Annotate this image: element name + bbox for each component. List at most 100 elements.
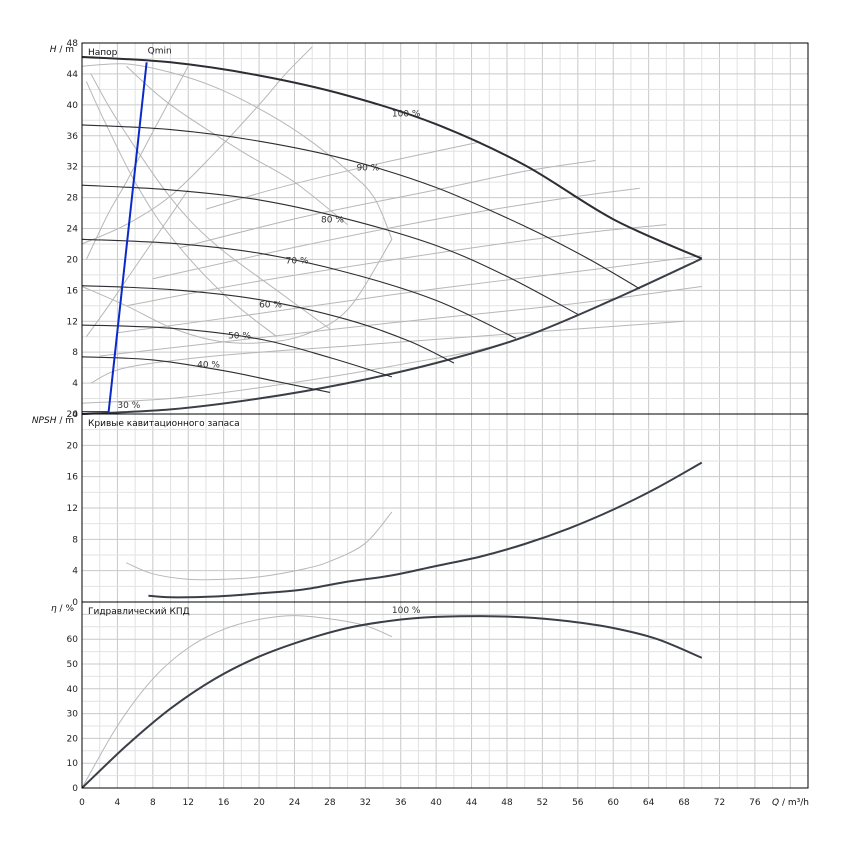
head-grey-curve: [81, 258, 703, 404]
eff-ytick-label: 50: [67, 660, 79, 670]
xtick-label: 60: [607, 798, 619, 808]
head-grey-curve: [126, 224, 667, 307]
qmin-line: [107, 62, 148, 413]
npsh-grey-curve: [126, 511, 393, 581]
head-grey-curve: [205, 141, 481, 210]
head-ytick-label: 20: [67, 255, 79, 265]
grid-lines: [81, 42, 808, 789]
npsh-panel-title: Кривые кавитационного запаса: [88, 419, 240, 429]
speed-label: 40 %: [197, 361, 220, 371]
xtick-label: 32: [360, 798, 371, 808]
npsh-ylabel-unit: / m: [56, 416, 74, 426]
efficiency-curve: [81, 615, 703, 789]
xtick-label: 8: [150, 798, 156, 808]
panel-frames: [81, 42, 809, 789]
head-ytick-label: 44: [67, 70, 79, 80]
head-grey-curve: [85, 189, 189, 337]
xtick-label: 28: [324, 798, 336, 808]
xtick-label: 40: [430, 798, 442, 808]
head-ytick-label: 40: [67, 101, 79, 111]
head-ytick-label: 36: [67, 132, 79, 142]
npsh-ylabel-var: NPSH: [32, 416, 57, 426]
npsh-ytick-label: 8: [72, 535, 78, 545]
npsh-ytick-label: 0: [72, 598, 78, 608]
npsh-ytick-label: 4: [72, 567, 78, 577]
speed-label: 50 %: [228, 331, 251, 341]
npsh-ylabel: NPSH / m: [32, 416, 74, 426]
speed-curve: [81, 324, 393, 378]
xtick-label: 52: [537, 798, 548, 808]
xtick-label: 0: [79, 798, 85, 808]
eff-ylabel-var: η: [51, 604, 57, 614]
head-ytick-label: 48: [67, 39, 79, 49]
npsh-ytick-label: 12: [67, 504, 78, 514]
eff-ytick-label: 30: [67, 710, 79, 720]
head-grey-curve: [81, 239, 393, 344]
speed-label: 90 %: [356, 164, 379, 174]
system-curve: [81, 257, 703, 415]
xtick-label: 4: [115, 798, 121, 808]
eff-ytick-label: 60: [67, 635, 79, 645]
eff-panel-title: Гидравлический КПД: [88, 607, 190, 617]
npsh-ytick-label: 20: [67, 441, 79, 451]
head-ylabel-var: H: [50, 45, 57, 55]
head-grey-curve: [81, 63, 393, 240]
npsh-ytick-label: 24: [67, 410, 79, 420]
xtick-label: 20: [253, 798, 265, 808]
speed-curve: [81, 238, 517, 339]
head-grey-curve: [90, 73, 331, 330]
head-ylabel: H / m: [50, 45, 74, 55]
head-ytick-label: 12: [67, 317, 78, 327]
speed-label: 80 %: [321, 215, 344, 225]
head-ytick-label: 4: [72, 379, 78, 389]
xtick-label: 12: [183, 798, 194, 808]
eff-frame: [81, 601, 809, 789]
xtick-label: 24: [289, 798, 301, 808]
head-grey-curve: [179, 160, 596, 249]
eff-ytick-label: 10: [67, 759, 79, 769]
head-ytick-label: 28: [67, 194, 79, 204]
xtick-label: 64: [643, 798, 655, 808]
xtick-label: 56: [572, 798, 584, 808]
head-ytick-label: 8: [72, 348, 78, 358]
head-ytick-label: 0: [72, 410, 78, 420]
head-grey-curve: [152, 187, 640, 280]
head-panel-title: Напор: [88, 48, 118, 58]
x-axis-var: Q: [772, 798, 779, 808]
efficiency-grey-curve: [81, 615, 393, 789]
head-grey-curve: [117, 255, 702, 334]
eff-ytick-label: 20: [67, 734, 79, 744]
xtick-label: 76: [749, 798, 761, 808]
xtick-label: 68: [678, 798, 690, 808]
head-grey-curve: [85, 65, 189, 260]
x-axis-label: Q / m³/h: [772, 798, 809, 808]
head-ylabel-unit: / m: [56, 45, 74, 55]
curves-layer: [81, 46, 703, 789]
xtick-label: 36: [395, 798, 407, 808]
npsh-curve: [148, 461, 703, 599]
eff-ytick-label: 0: [72, 784, 78, 794]
head-grey-curve: [125, 65, 348, 225]
head-grey-curve: [85, 81, 278, 338]
speed-curve: [81, 285, 455, 364]
head-grey-curve: [81, 46, 313, 245]
eff-ylabel: η / %: [51, 604, 74, 614]
x-axis-unit: / m³/h: [779, 798, 809, 808]
speed-label: 70 %: [286, 256, 309, 266]
speed-curve: [81, 124, 641, 290]
head-ytick-label: 16: [67, 286, 79, 296]
eff-ytick-label: 40: [67, 685, 79, 695]
npsh-ytick-label: 16: [67, 473, 79, 483]
qmin-label: Qmin: [148, 47, 172, 57]
speed-curve: [81, 184, 579, 315]
efficiency-curve-label: 100 %: [392, 606, 421, 616]
xtick-label: 16: [218, 798, 230, 808]
xtick-label: 44: [466, 798, 478, 808]
head-ytick-label: 24: [67, 225, 79, 235]
speed-label: 30 %: [117, 401, 140, 411]
eff-ylabel-unit: / %: [57, 604, 75, 614]
speed-label: 60 %: [259, 300, 282, 310]
labels-layer: Qmin 100 % 90 % 80 % 70 % 60 % 50 % 40 % 30 % 10 0…: [32, 39, 809, 808]
xtick-label: 48: [501, 798, 513, 808]
